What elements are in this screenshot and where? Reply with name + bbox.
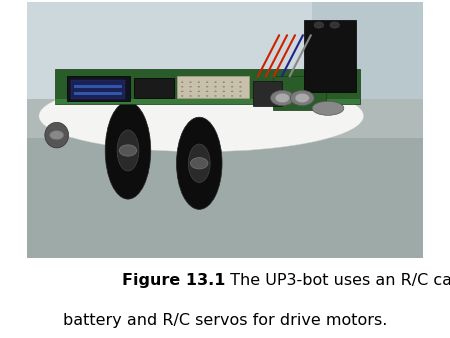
Circle shape	[206, 95, 208, 97]
Circle shape	[239, 91, 242, 92]
Circle shape	[231, 95, 233, 97]
Polygon shape	[55, 69, 360, 104]
Circle shape	[270, 90, 294, 106]
Ellipse shape	[189, 144, 210, 183]
Circle shape	[223, 81, 225, 83]
Circle shape	[119, 145, 137, 156]
Circle shape	[231, 86, 233, 88]
Circle shape	[198, 81, 200, 83]
Ellipse shape	[312, 101, 344, 115]
FancyBboxPatch shape	[67, 76, 130, 101]
Circle shape	[239, 95, 242, 97]
Ellipse shape	[117, 130, 139, 171]
Ellipse shape	[45, 122, 68, 148]
Circle shape	[223, 86, 225, 88]
Circle shape	[314, 22, 324, 28]
Bar	[74, 85, 122, 88]
Circle shape	[214, 91, 217, 92]
Circle shape	[290, 90, 314, 106]
Bar	[27, 99, 423, 258]
Circle shape	[214, 86, 217, 88]
Bar	[74, 92, 122, 95]
Polygon shape	[312, 2, 423, 99]
Circle shape	[330, 22, 339, 28]
Circle shape	[206, 91, 208, 92]
Circle shape	[181, 81, 184, 83]
Bar	[27, 99, 423, 138]
Text: battery and R/C servos for drive motors.: battery and R/C servos for drive motors.	[63, 313, 387, 328]
Circle shape	[181, 95, 184, 97]
Ellipse shape	[39, 80, 364, 152]
Bar	[55, 99, 360, 104]
Circle shape	[206, 81, 208, 83]
Bar	[27, 2, 423, 99]
Circle shape	[189, 86, 192, 88]
Circle shape	[239, 86, 242, 88]
Ellipse shape	[105, 102, 151, 199]
Circle shape	[231, 91, 233, 92]
FancyBboxPatch shape	[72, 79, 125, 99]
Circle shape	[181, 86, 184, 88]
FancyBboxPatch shape	[253, 81, 283, 106]
Circle shape	[189, 91, 192, 92]
Ellipse shape	[176, 117, 222, 209]
Circle shape	[190, 158, 208, 169]
Circle shape	[275, 93, 289, 103]
FancyBboxPatch shape	[134, 77, 174, 98]
Circle shape	[214, 81, 217, 83]
Circle shape	[198, 91, 200, 92]
Circle shape	[50, 130, 64, 140]
Circle shape	[181, 91, 184, 92]
Circle shape	[239, 81, 242, 83]
Circle shape	[223, 95, 225, 97]
FancyBboxPatch shape	[304, 20, 356, 92]
Text: Figure 13.1: Figure 13.1	[122, 273, 225, 288]
Circle shape	[295, 93, 309, 103]
Text: The UP3-bot uses an R/C car: The UP3-bot uses an R/C car	[225, 273, 450, 288]
Circle shape	[189, 81, 192, 83]
Circle shape	[231, 81, 233, 83]
Circle shape	[198, 95, 200, 97]
FancyBboxPatch shape	[177, 76, 249, 98]
Circle shape	[206, 86, 208, 88]
Circle shape	[214, 95, 217, 97]
Circle shape	[223, 91, 225, 92]
FancyBboxPatch shape	[273, 76, 326, 110]
Circle shape	[189, 95, 192, 97]
Circle shape	[198, 86, 200, 88]
